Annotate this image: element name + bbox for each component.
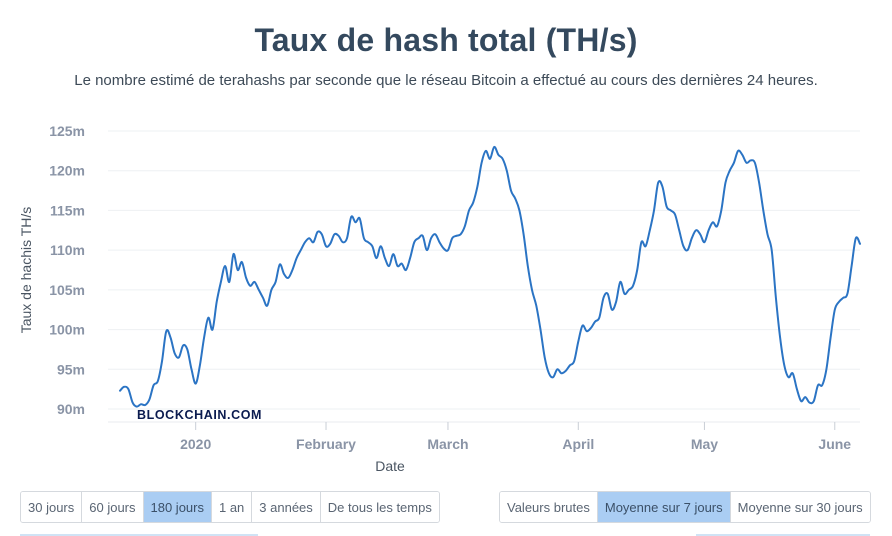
scroll-indicator-right	[696, 534, 870, 536]
period-button-4[interactable]: 3 années	[252, 492, 321, 522]
chart-grid	[108, 130, 860, 410]
period-selector: 30 jours 60 jours 180 jours 1 an 3 années De …	[20, 491, 440, 523]
y-tick-label: 90m	[57, 401, 85, 417]
scroll-indicator-left	[20, 534, 258, 536]
period-button-3[interactable]: 1 an	[211, 492, 253, 522]
x-tick-label: 2020	[180, 436, 211, 452]
x-tick-label: May	[691, 436, 718, 452]
y-tick-label: 125m	[49, 123, 85, 139]
period-button-2[interactable]: 180 jours	[143, 492, 212, 522]
y-tick-label: 115m	[50, 202, 85, 218]
x-axis-ticks: 2020 February March April May June	[108, 421, 860, 452]
y-tick-label: 95m	[57, 361, 85, 377]
x-axis-label: Date	[375, 458, 405, 474]
page-title: Taux de hash total (TH/s)	[254, 22, 638, 58]
x-tick-label: March	[427, 436, 468, 452]
average-button-1[interactable]: Moyenne sur 7 jours	[597, 492, 731, 522]
y-tick-label: 105m	[49, 282, 85, 298]
y-tick-label: 120m	[49, 163, 85, 179]
y-axis-label: Taux de hachis TH/s	[18, 207, 34, 334]
period-button-5[interactable]: De tous les temps	[320, 492, 439, 522]
average-button-2[interactable]: Moyenne sur 30 jours	[730, 492, 870, 522]
average-button-0[interactable]: Valeurs brutes	[500, 492, 598, 522]
period-button-1[interactable]: 60 jours	[82, 492, 144, 522]
blockchain-logo: BLOCKCHAIN.COM	[137, 408, 262, 422]
y-tick-label: 100m	[49, 322, 85, 338]
average-selector: Valeurs brutes Moyenne sur 7 jours Moyenne…	[499, 491, 871, 523]
x-tick-label: June	[818, 436, 851, 452]
y-tick-label: 110m	[50, 242, 85, 258]
series-line	[119, 145, 861, 408]
x-tick-label: April	[562, 436, 594, 452]
x-tick-label: February	[296, 436, 356, 452]
y-axis-ticks: 90m 95m 100m 105m 110m 115m 120m 125m	[49, 123, 85, 417]
hashrate-chart: 90m 95m 100m 105m 110m 115m 120m 125m 2020 Febru…	[18, 123, 861, 474]
period-button-0[interactable]: 30 jours	[21, 492, 83, 522]
page-subtitle: Le nombre estimé de terahashs par second…	[74, 72, 818, 89]
